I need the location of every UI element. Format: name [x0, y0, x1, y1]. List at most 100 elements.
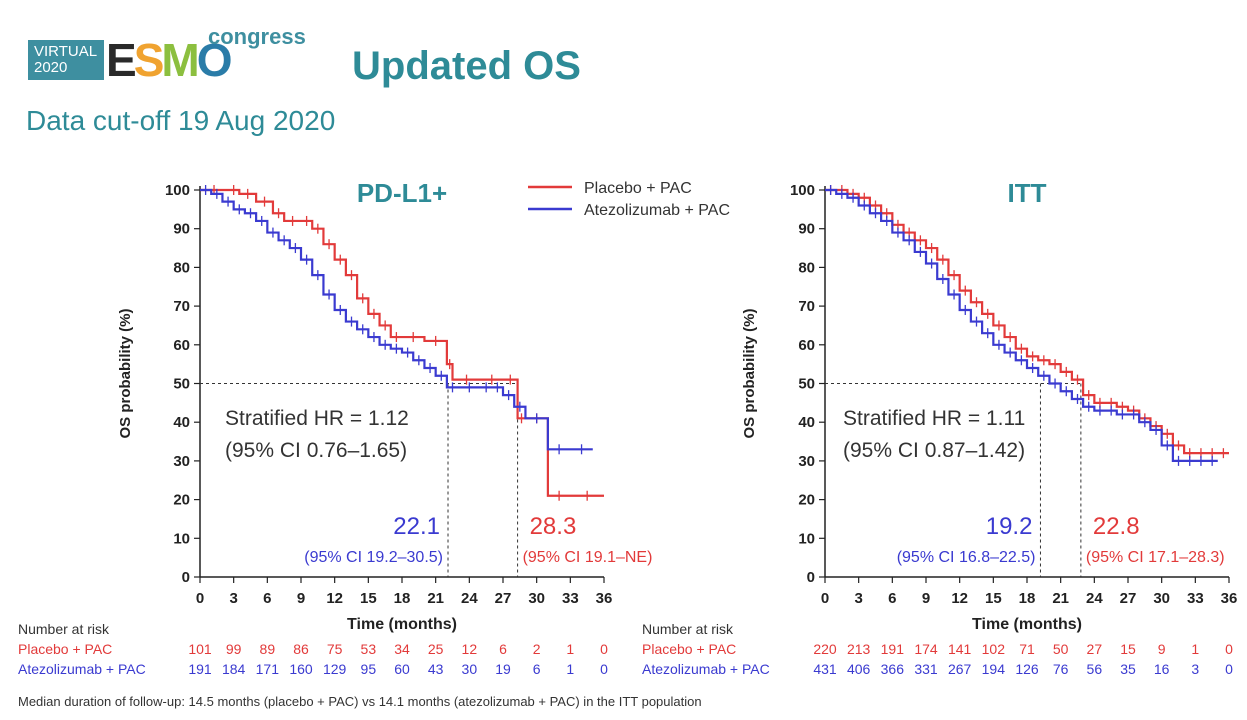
slide-title: Updated OS: [352, 44, 581, 88]
logo-congress: congress: [208, 24, 306, 49]
x-axis-label: Time (months): [347, 616, 457, 633]
y-tick-label: 90: [798, 221, 815, 238]
hr-ci-text: (95% CI 0.76–1.65): [225, 439, 407, 462]
y-tick-label: 40: [173, 414, 190, 431]
hr-text: Stratified HR = 1.12: [225, 407, 409, 430]
risk-cell: 184: [222, 661, 246, 677]
risk-cell: 1: [1191, 641, 1199, 657]
x-tick-label: 24: [1086, 590, 1103, 607]
y-tick-label: 100: [790, 182, 815, 199]
hr-text: Stratified HR = 1.11: [843, 407, 1025, 430]
risk-cell: 71: [1019, 641, 1035, 657]
y-tick-label: 100: [165, 182, 190, 199]
x-tick-label: 9: [922, 590, 930, 607]
x-tick-label: 3: [854, 590, 862, 607]
risk-cell: 3: [1191, 661, 1199, 677]
risk-cell: 0: [1225, 661, 1233, 677]
y-tick-label: 10: [173, 530, 190, 547]
y-axis-label: OS probability (%): [741, 308, 758, 438]
median-atezo-value: 22.1: [393, 513, 440, 540]
median-atezo-value: 19.2: [986, 513, 1033, 540]
x-tick-label: 30: [528, 590, 545, 607]
median-placebo-ci: (95% CI 19.1–NE): [523, 549, 653, 566]
risk-cell: 16: [1154, 661, 1170, 677]
y-tick-label: 60: [173, 337, 190, 354]
risk-cell: 56: [1087, 661, 1103, 677]
chart-title: PD-L1+: [357, 178, 447, 208]
x-tick-label: 6: [263, 590, 271, 607]
x-tick-label: 9: [297, 590, 305, 607]
risk-cell: 89: [260, 641, 276, 657]
x-tick-label: 3: [229, 590, 237, 607]
y-tick-label: 90: [173, 221, 190, 238]
risk-cell: 6: [499, 641, 507, 657]
x-tick-label: 36: [596, 590, 613, 607]
risk-cell: 95: [361, 661, 377, 677]
x-axis-label: Time (months): [972, 616, 1082, 633]
risk-cell: 43: [428, 661, 444, 677]
risk-cell: 267: [948, 661, 972, 677]
y-tick-label: 80: [798, 259, 815, 276]
x-tick-label: 30: [1153, 590, 1170, 607]
x-tick-label: 21: [1052, 590, 1069, 607]
y-tick-label: 70: [798, 298, 815, 315]
risk-cell: 34: [394, 641, 410, 657]
y-tick-label: 60: [798, 337, 815, 354]
risk-table-header: Number at risk: [18, 621, 110, 637]
legend-placebo-label: Placebo + PAC: [584, 180, 692, 197]
logo-esmo: ESMO: [106, 34, 232, 86]
y-tick-label: 30: [798, 453, 815, 470]
x-tick-label: 36: [1221, 590, 1238, 607]
logo-virtual-text: VIRTUAL: [34, 43, 98, 60]
y-tick-label: 50: [173, 376, 190, 393]
risk-cell: 27: [1087, 641, 1103, 657]
atezo-curve: [825, 188, 1218, 462]
x-tick-label: 24: [461, 590, 478, 607]
risk-cell: 25: [428, 641, 444, 657]
risk-row-label: Placebo + PAC: [642, 641, 736, 657]
risk-cell: 1: [566, 661, 574, 677]
risk-cell: 30: [462, 661, 478, 677]
risk-cell: 86: [293, 641, 309, 657]
risk-cell: 431: [813, 661, 837, 677]
x-tick-label: 6: [888, 590, 896, 607]
risk-cell: 75: [327, 641, 343, 657]
footnote: Median duration of follow-up: 14.5 month…: [18, 694, 702, 709]
y-tick-label: 20: [798, 492, 815, 509]
x-tick-label: 0: [196, 590, 204, 607]
y-tick-label: 40: [798, 414, 815, 431]
risk-cell: 9: [1158, 641, 1166, 657]
y-tick-label: 70: [173, 298, 190, 315]
x-tick-label: 0: [821, 590, 829, 607]
x-tick-label: 12: [951, 590, 968, 607]
risk-cell: 2: [533, 641, 541, 657]
x-tick-label: 15: [360, 590, 377, 607]
y-axis-label: OS probability (%): [117, 308, 134, 438]
x-tick-label: 33: [1187, 590, 1204, 607]
logo-year-text: 2020: [34, 59, 68, 76]
risk-cell: 129: [323, 661, 347, 677]
median-placebo-ci: (95% CI 17.1–28.3): [1086, 549, 1225, 566]
placebo-curve: [200, 188, 604, 497]
risk-cell: 6: [533, 661, 541, 677]
risk-cell: 76: [1053, 661, 1069, 677]
risk-cell: 191: [188, 661, 212, 677]
hr-ci-text: (95% CI 0.87–1.42): [843, 439, 1025, 462]
risk-cell: 0: [600, 661, 608, 677]
risk-cell: 35: [1120, 661, 1136, 677]
median-placebo-value: 28.3: [530, 513, 577, 540]
risk-cell: 174: [914, 641, 938, 657]
risk-row-label: Placebo + PAC: [18, 641, 112, 657]
median-atezo-ci: (95% CI 16.8–22.5): [897, 549, 1036, 566]
risk-cell: 194: [982, 661, 1006, 677]
legend-atezo-label: Atezolizumab + PAC: [584, 202, 730, 219]
risk-cell: 53: [361, 641, 377, 657]
y-tick-label: 10: [798, 530, 815, 547]
risk-row-label: Atezolizumab + PAC: [642, 661, 770, 677]
x-tick-label: 18: [394, 590, 411, 607]
y-tick-label: 20: [173, 492, 190, 509]
x-tick-label: 21: [427, 590, 444, 607]
risk-table-header: Number at risk: [642, 621, 734, 637]
risk-cell: 99: [226, 641, 242, 657]
